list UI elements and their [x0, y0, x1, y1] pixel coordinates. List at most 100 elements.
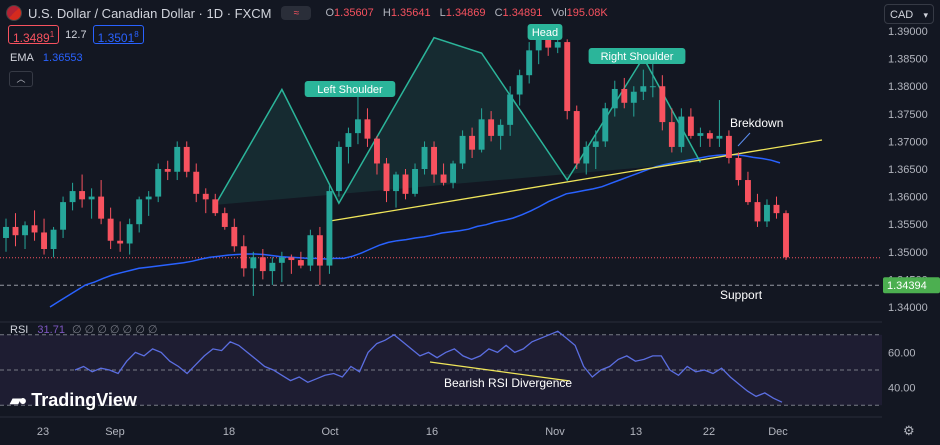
- candle-body: [478, 119, 485, 150]
- symbol-title[interactable]: U.S. Dollar / Canadian Dollar · 1D · FXC…: [28, 5, 272, 21]
- buy-button[interactable]: 1.35018: [92, 25, 144, 45]
- candle-body: [554, 42, 561, 48]
- candle-body: [88, 196, 95, 200]
- candle-body: [450, 163, 457, 183]
- price-axis-bg: [882, 0, 940, 445]
- candle-body: [31, 225, 38, 233]
- candle-body: [630, 91, 637, 103]
- rsi-divergence-label: Bearish RSI Divergence: [444, 376, 572, 390]
- candle-body: [764, 204, 770, 222]
- ema-value: 1.36553: [42, 52, 83, 64]
- candle-body: [345, 133, 352, 147]
- candle-body: [440, 174, 447, 183]
- time-tick-label: 22: [703, 426, 715, 438]
- price-tick-label: 1.36500: [888, 164, 928, 176]
- ema-line: [49, 153, 781, 308]
- candle-body: [659, 86, 666, 123]
- price-tick-label: 1.38000: [888, 81, 928, 93]
- candle-body: [592, 141, 599, 147]
- candle-body: [355, 119, 361, 134]
- sell-button[interactable]: 1.34891: [8, 25, 60, 45]
- candle-body: [649, 86, 656, 88]
- breakdown-label: Brekdown: [730, 116, 783, 130]
- candle-body: [706, 133, 713, 139]
- candle-body: [488, 119, 495, 136]
- market-status-pill[interactable]: ≈: [281, 6, 312, 20]
- candle-body: [60, 202, 67, 230]
- candle-body: [507, 94, 514, 125]
- candle-body: [12, 226, 19, 236]
- collapse-legend-button[interactable]: ︿: [9, 71, 33, 87]
- candle-body: [374, 138, 380, 164]
- candle-body: [678, 116, 685, 147]
- ohlc-readout: O1.35607 H1.35641 L1.34869 C1.34891 Vol1…: [325, 7, 608, 19]
- candle-body: [79, 191, 86, 200]
- candle-body: [364, 119, 371, 139]
- candle-body: [783, 213, 789, 258]
- candle-body: [583, 146, 590, 164]
- time-tick-label: 16: [426, 426, 438, 438]
- candle-body: [497, 124, 504, 136]
- candle-body: [174, 146, 181, 172]
- price-tick-label: 1.35000: [888, 247, 928, 259]
- current-price-label: 1.34394: [887, 280, 927, 292]
- candle-body: [535, 33, 542, 51]
- candle-body: [183, 146, 190, 172]
- breakdown-arrow: [737, 132, 751, 147]
- candle-body: [735, 157, 742, 181]
- candle-body: [212, 199, 219, 214]
- candle-body: [754, 202, 761, 222]
- time-tick-label: Dec: [768, 426, 788, 438]
- candle-body: [668, 122, 675, 147]
- candle-body: [697, 133, 704, 136]
- current-price-tag: [883, 277, 940, 294]
- candle-body: [145, 196, 152, 200]
- candle-body: [221, 213, 228, 227]
- currency-label: CAD: [890, 9, 914, 21]
- candle-body: [573, 111, 580, 164]
- settings-gear-icon[interactable]: ⚙: [903, 423, 915, 438]
- candle-body: [288, 257, 295, 261]
- price-tick-label: 1.37500: [888, 109, 928, 121]
- ema-legend[interactable]: EMA 1.36553: [10, 52, 83, 64]
- candle-body: [545, 33, 552, 48]
- tv-logo-icon: ▰●: [10, 392, 27, 408]
- candle-body: [526, 50, 533, 76]
- head-shoulders-pattern: [214, 36, 702, 206]
- chevron-down-icon: ▾: [923, 10, 928, 20]
- candle-body: [307, 235, 314, 266]
- price-tick-label: 1.35500: [888, 219, 928, 231]
- left-shoulder-label: Left Shoulder: [317, 84, 383, 96]
- left-shoulder-label-bg: [304, 81, 396, 97]
- candle-body: [421, 146, 428, 169]
- candle-body: [269, 262, 276, 272]
- candle-body: [412, 169, 418, 194]
- candle-body: [69, 191, 76, 203]
- time-tick-label: 23: [37, 426, 49, 438]
- currency-selector[interactable]: CAD ▾: [884, 4, 934, 24]
- rsi-na-values: ∅ ∅ ∅ ∅ ∅ ∅ ∅: [72, 324, 158, 336]
- support-label: Support: [720, 288, 763, 302]
- candle-body: [335, 146, 342, 192]
- candle-body: [602, 108, 609, 142]
- candle-body: [431, 146, 437, 175]
- time-tick-label: Oct: [321, 426, 338, 438]
- candle-body: [516, 75, 523, 95]
- candle-body: [316, 235, 323, 266]
- time-tick-label: 13: [630, 426, 642, 438]
- rsi-line: [74, 330, 783, 403]
- candle-body: [278, 257, 285, 263]
- tradingview-logo[interactable]: ▰● TradingView: [10, 390, 137, 411]
- chart-header: U.S. Dollar / Canadian Dollar · 1D · FXC…: [6, 4, 614, 22]
- candle-body: [621, 88, 628, 103]
- candle-body: [50, 229, 57, 250]
- spread-value: 12.7: [65, 28, 87, 41]
- candle-body: [155, 169, 162, 197]
- rsi-legend[interactable]: RSI 31.71 ∅ ∅ ∅ ∅ ∅ ∅ ∅: [10, 323, 161, 336]
- candle-body: [136, 199, 143, 225]
- time-tick-label: Nov: [545, 426, 565, 438]
- candle-body: [202, 193, 209, 200]
- candle-body: [3, 226, 9, 238]
- trade-buttons: 1.34891 12.7 1.35018: [8, 25, 144, 45]
